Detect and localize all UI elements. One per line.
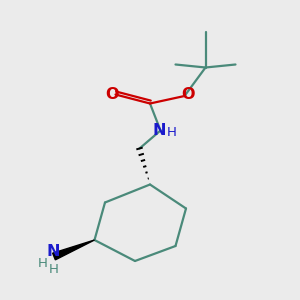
Text: N: N xyxy=(47,244,60,260)
Text: H: H xyxy=(38,256,47,270)
Text: H: H xyxy=(49,262,59,276)
Text: O: O xyxy=(181,87,194,102)
Text: O: O xyxy=(105,87,119,102)
Polygon shape xyxy=(52,240,94,260)
Text: H: H xyxy=(167,126,177,140)
Text: N: N xyxy=(152,123,166,138)
